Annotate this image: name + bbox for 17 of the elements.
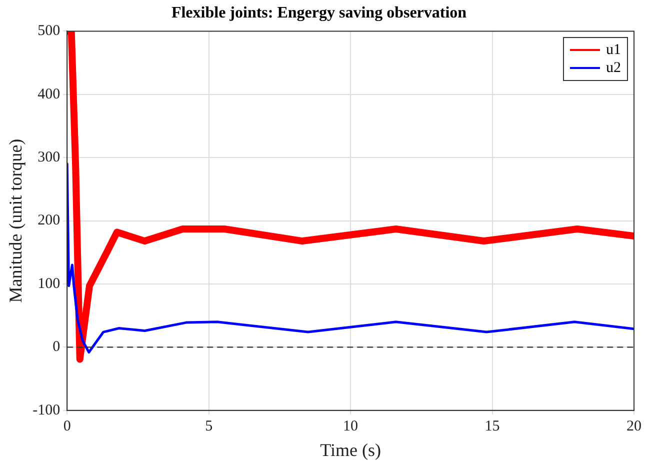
x-axis-title: Time (s) (320, 440, 381, 460)
x-tick-label: 0 (63, 418, 71, 434)
y-tick-label: 300 (38, 150, 60, 166)
y-tick-label: 200 (38, 212, 60, 229)
x-tick-label: 10 (343, 418, 358, 434)
legend-label: u2 (606, 59, 621, 78)
y-tick-label: 500 (38, 23, 60, 40)
y-tick-label: -100 (32, 402, 60, 418)
x-tick-label: 5 (205, 418, 213, 434)
x-tick-label: 15 (484, 418, 500, 434)
y-tick-label: 100 (38, 276, 60, 292)
y-tick-label: 400 (38, 86, 60, 102)
y-tick-label: 0 (52, 339, 60, 356)
x-tick-label: 20 (626, 418, 642, 434)
chart-title: Flexible joints: Engergy saving observation (171, 4, 467, 22)
legend-label: u1 (606, 41, 621, 60)
y-axis-title: Manitude (unit torque) (6, 138, 26, 303)
